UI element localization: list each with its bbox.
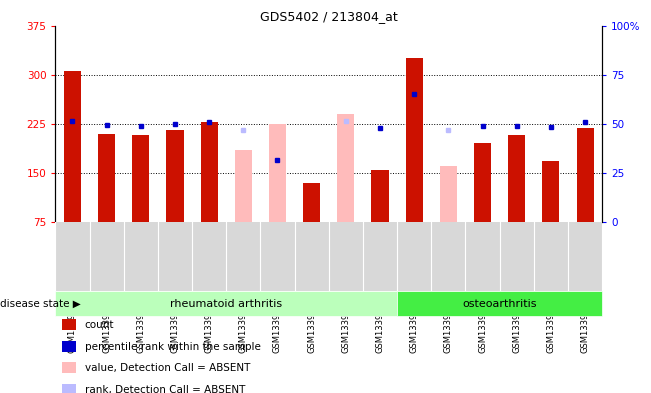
Bar <box>474 143 491 222</box>
Bar <box>303 183 320 222</box>
Bar <box>132 135 149 222</box>
Text: value, Detection Call = ABSENT: value, Detection Call = ABSENT <box>85 363 250 373</box>
Bar <box>406 58 422 222</box>
Text: rank, Detection Call = ABSENT: rank, Detection Call = ABSENT <box>85 385 245 393</box>
Text: percentile rank within the sample: percentile rank within the sample <box>85 342 260 352</box>
Bar <box>235 150 252 222</box>
Text: count: count <box>85 320 114 330</box>
Text: osteoarthritis: osteoarthritis <box>462 299 537 309</box>
Bar <box>508 135 525 222</box>
Bar <box>577 129 594 222</box>
Bar <box>55 291 397 316</box>
Bar <box>167 130 184 222</box>
Text: disease state ▶: disease state ▶ <box>0 299 81 309</box>
Bar <box>542 161 559 222</box>
Bar <box>397 291 602 316</box>
Bar <box>269 124 286 222</box>
Bar <box>98 134 115 222</box>
Bar <box>337 114 354 222</box>
Bar <box>201 122 217 222</box>
Title: GDS5402 / 213804_at: GDS5402 / 213804_at <box>260 10 398 23</box>
Bar <box>372 170 389 222</box>
Text: rheumatoid arthritis: rheumatoid arthritis <box>170 299 283 309</box>
Bar <box>440 166 457 222</box>
Bar <box>64 72 81 222</box>
